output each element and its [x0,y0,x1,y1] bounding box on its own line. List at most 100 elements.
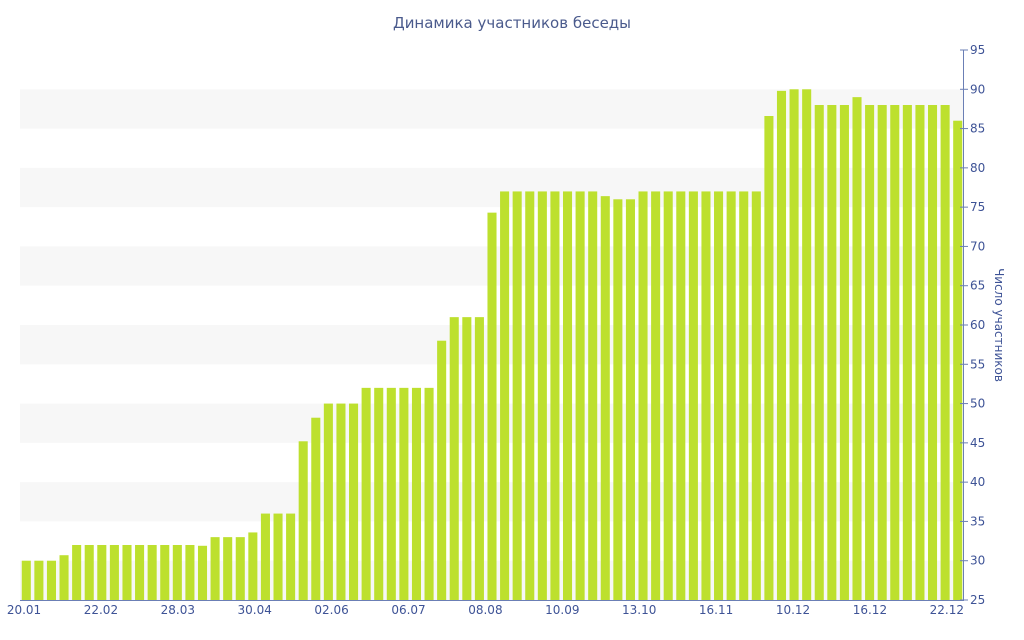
x-tick-label: 02.06 [314,603,348,617]
y-tick-label: 25 [970,593,985,607]
bar [562,191,573,600]
bar [953,120,963,601]
bar [46,560,56,600]
x-tick-label: 20.01 [7,603,41,617]
bar [902,105,912,600]
bar [814,105,824,600]
bar [537,191,547,600]
y-tick-label: 45 [970,436,985,450]
bar [776,90,787,601]
bar [361,387,371,600]
bar [34,560,44,600]
bar [336,403,346,600]
bar [827,105,837,600]
bar [462,317,472,600]
bar [298,441,308,600]
y-tick-label: 35 [970,514,985,528]
bar [890,105,900,600]
bar [751,191,761,600]
bar [72,545,82,600]
bar [676,191,686,600]
bar [550,191,560,600]
bar-series [21,89,963,601]
bar [223,537,233,600]
bar [248,532,258,600]
bar [877,105,887,600]
y-tick-label: 65 [970,279,985,293]
bar [613,199,623,601]
bar [386,387,396,600]
bar [84,545,94,600]
x-tick-label: 13.10 [622,603,656,617]
x-tick-label: 28.03 [161,603,195,617]
bar [739,191,749,600]
bar [172,545,182,600]
bar [852,97,862,600]
bar [197,545,208,600]
x-tick-label: 30.04 [238,603,272,617]
bar [588,191,598,600]
bar [651,191,661,600]
y-tick-label: 85 [970,122,985,136]
bar [575,191,585,600]
bar [135,545,145,600]
bar [374,387,384,600]
bar [399,387,409,600]
bar [487,212,497,600]
bar [411,387,422,600]
bar [714,191,724,600]
y-tick-label: 55 [970,357,985,371]
bar [865,105,875,600]
y-tick-label: 95 [970,43,985,57]
bar [500,191,510,600]
bar [273,513,283,600]
x-tick-label: 22.12 [930,603,964,617]
bar [437,340,447,600]
y-tick-label: 60 [970,318,985,332]
bar [311,417,321,600]
bar [512,191,522,600]
bar [600,196,610,600]
bar [21,560,31,600]
y-tick-label: 50 [970,397,985,411]
bar [109,545,119,600]
bar [663,191,673,600]
bar [185,545,195,600]
bar [349,403,359,600]
bar [638,191,648,600]
bar [928,105,938,600]
y-tick-label: 40 [970,475,985,489]
x-axis-ticks: 20.01 22.02 28.03 30.04 02.06 06.07 08.08 10.09… [7,603,964,617]
x-tick-label: 16.12 [853,603,887,617]
y-tick-label: 70 [970,239,985,253]
y-tick-label: 90 [970,82,985,96]
y-tick-label: 80 [970,161,985,175]
bar [59,555,69,600]
bar [147,545,157,600]
bar [260,513,270,600]
bar [915,105,925,600]
bar [802,89,812,600]
bar [789,89,799,600]
bar [474,317,484,600]
bar [97,545,107,600]
bar [449,317,459,600]
x-tick-label: 22.02 [84,603,118,617]
y-axis-label: Число участников [992,268,1006,382]
bar [323,403,333,600]
bar [525,191,535,600]
x-tick-label: 08.08 [468,603,502,617]
y-axis-ticks: 25 30 35 40 45 50 55 60 65 70 75 80 85 90 95 [960,43,985,607]
bar [940,105,950,600]
bar [286,513,296,600]
bar [839,105,849,600]
bar [210,537,220,600]
x-tick-label: 06.07 [391,603,425,617]
x-tick-label: 16.11 [699,603,733,617]
bar [726,191,736,600]
bar [122,545,132,600]
bar [701,191,711,600]
chart-title: Динамика участников беседы [393,14,631,32]
bar [625,199,635,601]
